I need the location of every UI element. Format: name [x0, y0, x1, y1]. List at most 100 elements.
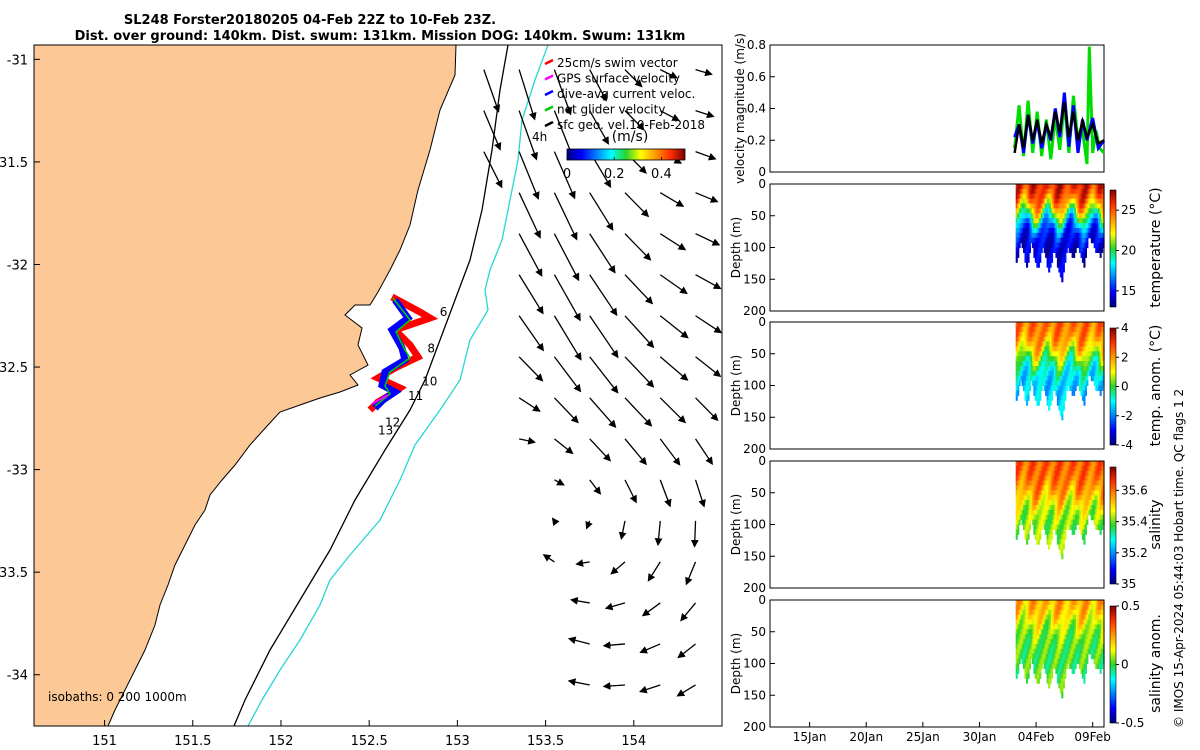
depth-y-axis-label: Depth (m) — [729, 633, 743, 694]
map-legend: 25cm/s swim vector GPS surface velocitydi… — [544, 56, 705, 132]
legend-label: net glider velocity — [557, 103, 665, 117]
colorbar-unit: (m/s) — [612, 129, 649, 145]
velocity-arrow — [483, 69, 501, 113]
colorbar-tick-label: 0 — [1121, 380, 1129, 394]
depth-y-tick-label: 200 — [743, 304, 766, 318]
map-x-tick-label: 152 — [269, 734, 294, 749]
legend-label: GPS surface velocity — [557, 72, 680, 86]
velocity-arrow — [624, 233, 652, 261]
velocity-arrow — [589, 274, 618, 317]
velocity-arrow — [554, 478, 565, 486]
velocity-arrow — [518, 110, 538, 161]
velocity-arrow — [659, 356, 689, 381]
velocity-arrow — [695, 110, 715, 119]
depth-y-tick-label: 50 — [751, 347, 766, 361]
time-x-tick-label: 30Jan — [963, 730, 997, 744]
depth-section-3: 0 50 100 150 200 Depth (m) 35 35.2 35.4 35.6salin… — [729, 454, 1164, 595]
velocity-arrow — [554, 438, 574, 455]
depth-section-2: 0 50 100 150 200 Depth (m) -4 -2 0 2 4 temp. anom. … — [729, 315, 1164, 456]
colorbar-tick-label: 15 — [1121, 284, 1136, 298]
map-y-tick-label: -32.5 — [0, 361, 28, 376]
depth-y-tick-label: 100 — [743, 379, 766, 393]
map-x-tick-label: 153 — [445, 734, 470, 749]
depth-y-tick-label: 200 — [743, 581, 766, 595]
velocity-arrow — [585, 520, 593, 530]
depth-y-tick-label: 150 — [743, 272, 766, 286]
velocity-arrow — [518, 356, 544, 382]
velocity-y-axis-label: velocity magnitude (m/s) — [733, 33, 747, 184]
velocity-arrow — [589, 479, 602, 495]
velocity-arrow — [695, 192, 719, 203]
map-x-tick-label: 151.5 — [174, 734, 211, 749]
time-x-tick-label: 25Jan — [906, 730, 940, 744]
velocity-arrow — [659, 233, 687, 251]
map-x-ticks: 151 151.5 152 152.5 153 153.5 154 — [92, 720, 646, 749]
colorbar-label: temp. anom. (°C) — [1148, 325, 1164, 447]
velocity-arrow — [589, 397, 617, 429]
map-y-ticks: -31 -31.5 -32 -32.5 -33 -33.5 -34 — [0, 53, 40, 684]
day-label: 8 — [427, 342, 435, 356]
map-y-tick-label: -33.5 — [0, 566, 28, 581]
velocity-arrow — [518, 192, 541, 239]
velocity-arrow — [694, 438, 713, 465]
velocity-arrow — [553, 356, 582, 393]
land-area — [34, 45, 457, 726]
depth-y-tick-label: 150 — [743, 688, 766, 702]
depth-y-tick-label: 200 — [743, 442, 766, 456]
depth-y-tick-label: 0 — [758, 177, 766, 191]
velocity-arrow — [624, 438, 647, 466]
velocity-arrow — [589, 192, 614, 231]
velocity-arrow — [659, 397, 687, 424]
legend-swatch — [544, 120, 554, 128]
glider-track — [367, 293, 439, 413]
depth-section-cells — [1015, 600, 1105, 699]
velocity-y-tick-label: 0.6 — [747, 70, 766, 84]
depth-section-4: 0 50 100 150 200 Depth (m) -0.5 0 0.5 salinity an… — [729, 593, 1164, 744]
depth-y-tick-label: 50 — [751, 486, 766, 500]
velocity-arrow — [624, 274, 654, 305]
depth-y-tick-label: 150 — [743, 410, 766, 424]
velocity-arrow — [589, 69, 607, 102]
depth-y-tick-label: 50 — [751, 625, 766, 639]
velocity-arrow — [685, 561, 697, 586]
colorbar-tick-label: 0.5 — [1121, 599, 1140, 613]
velocity-arrow — [518, 274, 544, 315]
depth-y-tick-label: 0 — [758, 454, 766, 468]
legend-swatch — [544, 58, 554, 66]
legend-label: dive-avg current veloc. — [557, 87, 695, 101]
map-y-tick-label: -32 — [7, 258, 28, 273]
velocity-arrow — [624, 479, 637, 504]
day-label: 10 — [422, 375, 437, 389]
colorbar-tick-label: 35 — [1121, 577, 1136, 591]
depth-y-tick-label: 100 — [743, 241, 766, 255]
velocity-series-line — [1013, 102, 1105, 154]
velocity-arrow — [553, 397, 579, 424]
velocity-arrow — [610, 561, 626, 575]
legend-label: 25cm/s swim vector — [557, 56, 678, 70]
velocity-arrow — [553, 274, 581, 322]
velocity-y-tick-label: 0.8 — [747, 38, 766, 52]
colorbar-tick-label: -2 — [1121, 409, 1133, 423]
isobath-1000m — [247, 45, 549, 726]
velocity-arrow — [624, 356, 655, 388]
velocity-arrow — [567, 678, 590, 686]
velocity-arrow — [589, 438, 612, 462]
velocity-arrow — [624, 69, 643, 88]
velocity-arrow — [695, 68, 713, 77]
depth-section-cells — [1015, 184, 1105, 283]
map-y-tick-label: -34 — [7, 669, 28, 684]
velocity-y-tick-label: 0.2 — [747, 133, 766, 147]
velocity-arrow — [659, 192, 685, 207]
velocity-y-tick-label: 0 — [758, 165, 766, 179]
velocity-arrow — [618, 520, 627, 540]
depth-y-tick-label: 0 — [758, 315, 766, 329]
velocity-arrow — [518, 151, 540, 200]
velocity-arrow — [659, 274, 688, 295]
velocity-arrow — [589, 356, 619, 394]
colorbar-label: temperature (°C) — [1148, 187, 1164, 307]
velocity-arrow — [624, 315, 655, 349]
velocity-arrow — [551, 517, 560, 526]
velocity-y-tick-label: 0.4 — [747, 102, 766, 116]
map-colorbar: (m/s) 0 0.2 0.4 — [563, 129, 686, 182]
